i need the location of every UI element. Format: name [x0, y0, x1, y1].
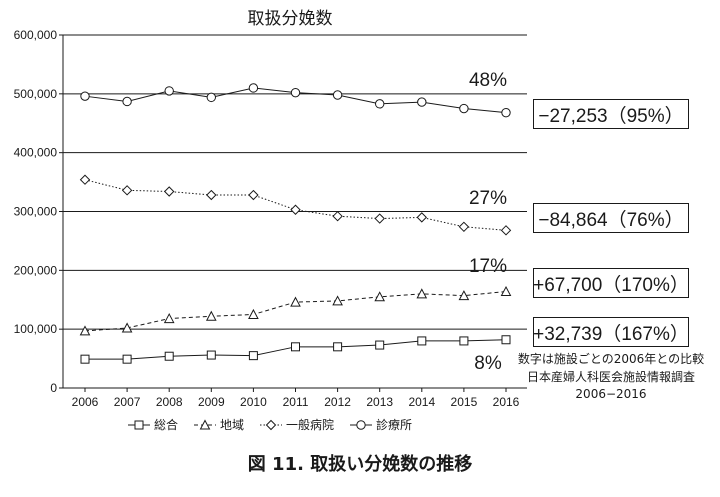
data-point [206, 350, 216, 360]
data-point [248, 83, 259, 93]
data-series [79, 83, 512, 364]
series [80, 335, 511, 364]
legend-marker [356, 420, 366, 430]
data-point [332, 210, 343, 222]
note-source: 日本産婦人科医会施設情報調査 [527, 369, 695, 384]
axes: 0 100,000 200,000 300,000 400,000 500,000 600,… [14, 28, 527, 409]
legend-label: 一般病院 [286, 417, 334, 432]
change-box-clinic: −27,253（95%） [533, 99, 689, 129]
data-point [206, 92, 217, 103]
data-point [417, 336, 427, 346]
data-point [416, 212, 428, 223]
data-point [290, 296, 301, 307]
legend-marker [134, 420, 144, 430]
share-label-general-hospital: 27% [469, 188, 507, 209]
data-point [332, 295, 343, 306]
x-tick-label: 2009 [198, 395, 225, 409]
data-point [248, 308, 259, 319]
data-point [458, 290, 470, 301]
share-label-regional: 17% [469, 256, 507, 277]
data-point [248, 189, 259, 201]
legend-label: 地域 [220, 418, 244, 432]
series [80, 83, 511, 118]
data-point [291, 342, 300, 352]
x-tick-label: 2015 [451, 395, 478, 409]
data-point [163, 186, 175, 197]
y-tick-label: 300,000 [14, 205, 58, 219]
data-point [80, 354, 90, 364]
data-point [205, 310, 217, 321]
data-point [122, 96, 132, 107]
y-tick-label: 200,000 [14, 263, 58, 277]
data-point [333, 342, 343, 352]
data-point [374, 213, 385, 224]
data-point [163, 313, 175, 324]
data-point [290, 87, 301, 98]
data-point [79, 325, 91, 336]
data-point [501, 107, 511, 118]
legend-label: 診療所 [376, 417, 412, 432]
change-box-regional: +67,700（170%） [533, 268, 689, 298]
note-comparison: 数字は施設ごとの2006年との比較 [518, 351, 704, 366]
data-point [164, 86, 174, 96]
legend-marker [199, 419, 211, 430]
chart-title: 取扱分娩数 [248, 9, 333, 29]
data-point [290, 204, 301, 215]
data-point [500, 285, 512, 297]
data-point [206, 189, 217, 201]
legend: 総合 地域 一般病院 診療所 [128, 417, 412, 432]
y-tick-label: 500,000 [14, 87, 58, 101]
y-tick-label: 100,000 [14, 322, 58, 336]
data-point [417, 97, 427, 107]
x-tick-label: 2014 [408, 395, 435, 409]
data-point [121, 185, 133, 196]
legend-label: 総合 [154, 417, 178, 432]
legend-marker [265, 419, 277, 431]
data-point [375, 99, 385, 109]
data-point [458, 221, 470, 233]
data-point [332, 90, 343, 100]
x-tick-label: 2006 [72, 395, 99, 409]
data-point [80, 91, 90, 101]
data-point [501, 335, 511, 345]
gridlines [63, 34, 527, 330]
x-tick-label: 2010 [240, 395, 267, 409]
y-tick-label: 0 [50, 381, 57, 395]
note-period: 2006−2016 [575, 387, 646, 401]
y-tick-label: 600,000 [14, 28, 58, 42]
data-point [122, 354, 132, 364]
x-tick-label: 2016 [493, 395, 520, 409]
x-tick-label: 2011 [283, 395, 309, 409]
change-box-general: +32,739（167%） [533, 317, 689, 347]
data-point [164, 351, 174, 361]
change-box-general-hospital: −84,864（76%） [533, 203, 689, 233]
x-tick-label: 2012 [324, 395, 351, 409]
series [79, 174, 512, 236]
y-tick-label: 400,000 [14, 146, 58, 160]
data-point [121, 322, 133, 333]
share-label-clinic: 48% [469, 70, 507, 91]
data-point [248, 351, 258, 361]
x-tick-label: 2007 [114, 395, 141, 409]
x-tick-label: 2008 [156, 395, 183, 409]
figure-caption: 図 11. 取扱い分娩数の推移 [248, 453, 472, 475]
x-tick-label: 2013 [366, 395, 393, 409]
data-point [374, 291, 386, 302]
share-label-general: 8% [474, 353, 502, 374]
data-point [79, 174, 91, 185]
data-point [459, 103, 469, 114]
series [79, 285, 512, 336]
data-point [375, 340, 385, 350]
data-point [459, 336, 469, 346]
data-point [500, 225, 512, 236]
data-point [416, 288, 428, 299]
